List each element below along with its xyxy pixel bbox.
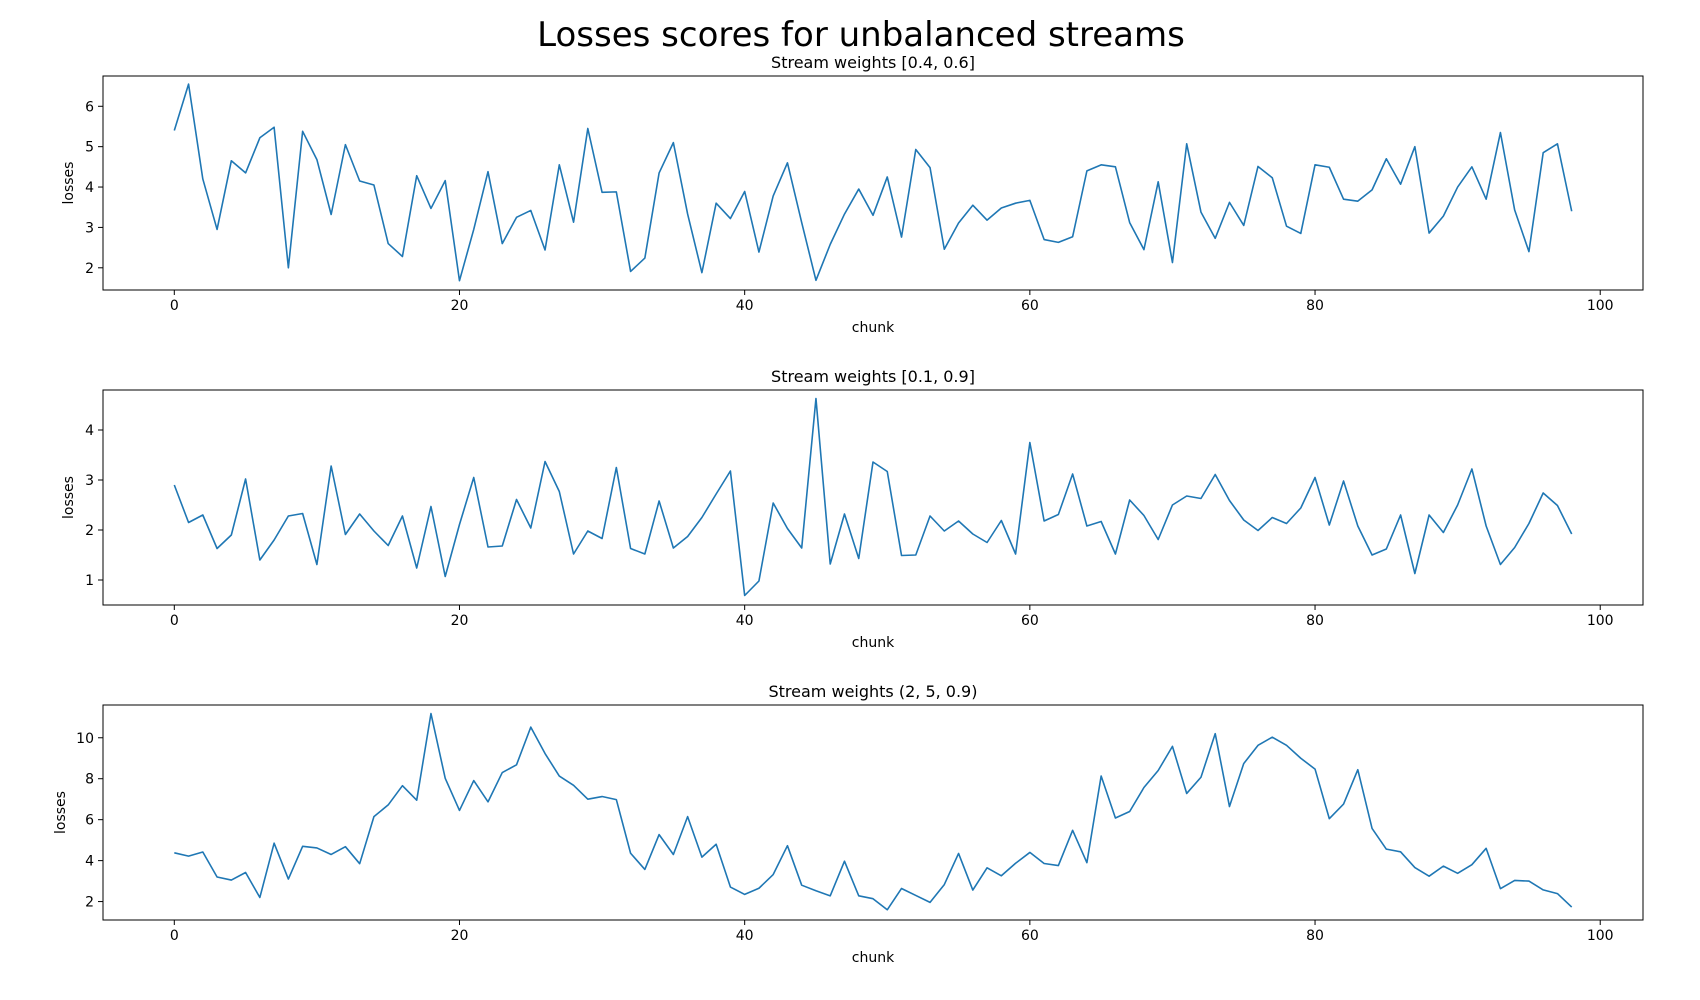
subplot-3: Stream weights (2, 5, 0.9) chunk losses …	[53, 682, 1644, 966]
x-tick-label: 80	[1306, 613, 1324, 629]
y-tick-label: 3	[85, 473, 94, 489]
x-tick-label: 40	[736, 928, 754, 944]
x-tick-label: 0	[170, 928, 179, 944]
x-tick-label: 80	[1306, 928, 1324, 944]
y-tick-label: 5	[85, 140, 94, 156]
subplot-title: Stream weights [0.1, 0.9]	[771, 367, 975, 386]
x-tick-label: 100	[1587, 298, 1614, 314]
y-axis-label: losses	[53, 791, 69, 834]
x-tick-label: 60	[1021, 298, 1039, 314]
y-tick-label: 4	[85, 180, 94, 196]
y-tick-label: 4	[85, 854, 94, 870]
plot-frame	[102, 75, 1644, 291]
y-tick-label: 2	[85, 261, 94, 277]
y-tick-label: 10	[76, 731, 94, 747]
y-tick-label: 4	[85, 423, 94, 439]
series-line	[173, 83, 1573, 282]
x-tick-label: 40	[736, 613, 754, 629]
x-tick-label: 20	[451, 298, 469, 314]
subplot-title: Stream weights (2, 5, 0.9)	[769, 682, 978, 701]
y-tick-label: 2	[85, 895, 94, 911]
subplot-1: Stream weights [0.4, 0.6] chunk losses 0…	[61, 53, 1644, 336]
subplot-title: Stream weights [0.4, 0.6]	[771, 53, 975, 72]
x-tick-label: 100	[1587, 928, 1614, 944]
y-tick-label: 6	[85, 99, 94, 115]
y-tick-label: 1	[85, 573, 94, 589]
x-tick-label: 20	[451, 928, 469, 944]
x-tick-label: 0	[170, 613, 179, 629]
x-tick-label: 60	[1021, 928, 1039, 944]
subplot-2: Stream weights [0.1, 0.9] chunk losses 0…	[61, 367, 1644, 651]
y-axis-label: losses	[61, 476, 77, 519]
x-axis-label: chunk	[852, 635, 895, 651]
x-tick-label: 0	[170, 298, 179, 314]
y-tick-label: 6	[85, 813, 94, 829]
x-tick-label: 40	[736, 298, 754, 314]
figure-title: Losses scores for unbalanced streams	[537, 15, 1185, 55]
y-tick-label: 8	[85, 772, 94, 788]
plot-frame	[102, 389, 1644, 606]
x-tick-label: 100	[1587, 613, 1614, 629]
x-tick-label: 60	[1021, 613, 1039, 629]
y-tick-label: 3	[85, 220, 94, 236]
series-line	[173, 397, 1573, 597]
x-axis-label: chunk	[852, 320, 895, 336]
y-tick-label: 2	[85, 523, 94, 539]
y-axis-label: losses	[61, 162, 77, 205]
series-line	[174, 712, 1573, 911]
x-axis-label: chunk	[852, 950, 895, 966]
x-tick-label: 80	[1306, 298, 1324, 314]
x-tick-label: 20	[451, 613, 469, 629]
plot-frame	[102, 704, 1644, 921]
